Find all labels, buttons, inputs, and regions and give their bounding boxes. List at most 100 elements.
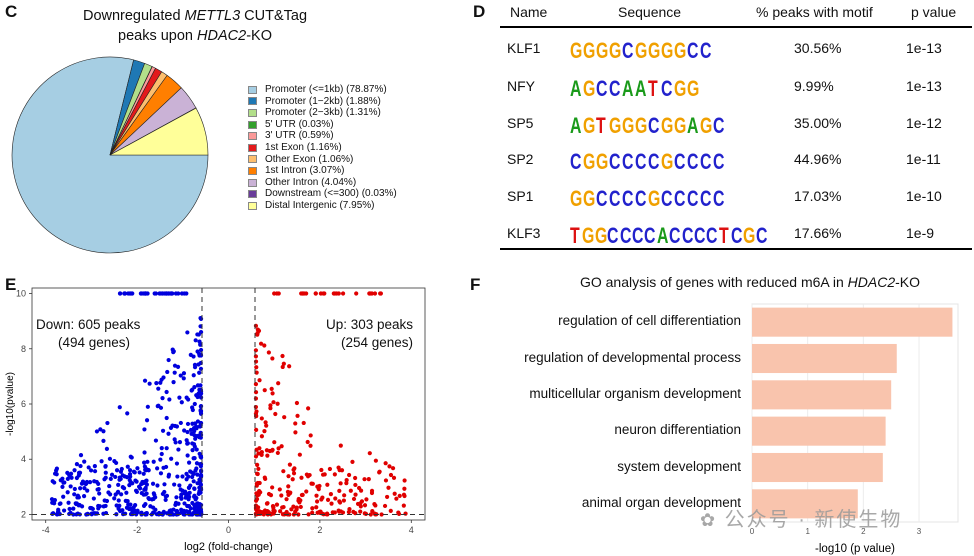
go-bar [752, 380, 892, 410]
volcano-point [192, 486, 197, 491]
volcano-point [308, 433, 313, 438]
volcano-point [166, 472, 172, 477]
volcano-point [287, 462, 293, 467]
plot-background [751, 303, 959, 523]
volcano-point [155, 404, 160, 409]
volcano-point [295, 413, 300, 418]
legend-swatch [248, 108, 257, 117]
volcano-point [180, 474, 185, 479]
volcano-point [131, 505, 136, 510]
motif-pvalue: 1e-13 [906, 78, 942, 94]
volcano-point [177, 395, 182, 400]
logo-letter: G [674, 113, 686, 138]
volcano-point [392, 491, 397, 496]
motif-pvalue: 1e-10 [906, 188, 942, 204]
volcano-point [182, 428, 187, 433]
volcano-point [350, 459, 355, 464]
motif-percent: 9.99% [794, 78, 834, 94]
x-tick-label: 1 [805, 527, 810, 536]
volcano-point [198, 468, 204, 473]
volcano-point [192, 385, 197, 390]
volcano-point [293, 421, 298, 426]
volcano-point [74, 501, 79, 507]
volcano-point [94, 429, 100, 434]
volcano-point [103, 463, 108, 469]
volcano-point [91, 496, 96, 501]
logo-letter: C [674, 149, 685, 174]
volcano-point [186, 497, 191, 502]
volcano-point [160, 396, 165, 401]
volcano-point [125, 499, 130, 504]
volcano-point [158, 511, 163, 517]
volcano-point [142, 487, 147, 492]
volcano-point [383, 478, 389, 483]
go-title-gene: HDAC2 [847, 274, 896, 290]
volcano-point [143, 492, 148, 497]
volcano-point [262, 343, 267, 348]
legend-label: Downstream (<=300) (0.03%) [265, 188, 397, 200]
volcano-point [195, 481, 200, 486]
volcano-point [364, 497, 369, 502]
volcano-point [354, 291, 359, 296]
legend-item: Other Intron (4.04%) [248, 177, 397, 189]
go-bar [752, 343, 897, 374]
volcano-point [158, 457, 163, 462]
legend-swatch [248, 120, 257, 129]
volcano-point [388, 472, 394, 478]
volcano-point [391, 475, 397, 480]
volcano-point [351, 496, 357, 502]
panel-label-d: D [473, 2, 486, 21]
legend-swatch [248, 190, 257, 199]
volcano-point [124, 490, 129, 495]
legend-item: Downstream (<=300) (0.03%) [248, 188, 397, 200]
volcano-point [262, 388, 267, 393]
volcano-point [198, 482, 203, 487]
legend-label: Other Exon (1.06%) [265, 153, 354, 165]
volcano-point [304, 291, 309, 296]
volcano-point [182, 501, 187, 506]
volcano-point [151, 491, 156, 496]
volcano-point [123, 511, 128, 516]
volcano-point [337, 500, 343, 505]
volcano-point [174, 461, 180, 466]
logo-letter: C [731, 223, 742, 248]
volcano-point [117, 475, 122, 480]
wechat-icon: ✿ [700, 510, 718, 530]
volcano-point [278, 509, 283, 514]
logo-letter: G [583, 149, 595, 174]
volcano-point [191, 471, 196, 477]
volcano-point [191, 442, 197, 447]
volcano-point [71, 506, 76, 511]
pie-title-part: CUT&Tag [240, 8, 308, 24]
volcano-point [256, 492, 261, 497]
volcano-point [173, 291, 179, 296]
volcano-point [67, 506, 72, 512]
logo-letter: C [713, 149, 724, 174]
volcano-point [372, 511, 377, 516]
volcano-point [341, 498, 347, 503]
pie-title-part: peaks upon [118, 28, 198, 44]
volcano-point [62, 508, 67, 513]
volcano-point [178, 420, 183, 426]
volcano-point [162, 489, 167, 495]
logo-letter: C [693, 223, 705, 248]
volcano-point [60, 484, 65, 489]
volcano-point [358, 509, 363, 514]
volcano-point [254, 365, 259, 370]
volcano-point [72, 468, 77, 473]
volcano-point [372, 501, 377, 507]
volcano-point [81, 494, 87, 499]
go-title-part: GO analysis of genes with reduced m6A in [579, 274, 848, 290]
volcano-point [362, 477, 367, 482]
go-bar [752, 452, 883, 483]
volcano-point [198, 512, 203, 517]
volcano-point [120, 508, 125, 513]
volcano-point [52, 498, 58, 503]
table-top-rule [500, 26, 972, 28]
volcano-point [127, 468, 133, 473]
logo-letter: C [681, 223, 693, 248]
volcano-point [108, 476, 113, 482]
volcano-point [273, 411, 278, 417]
volcano-point [344, 478, 349, 483]
